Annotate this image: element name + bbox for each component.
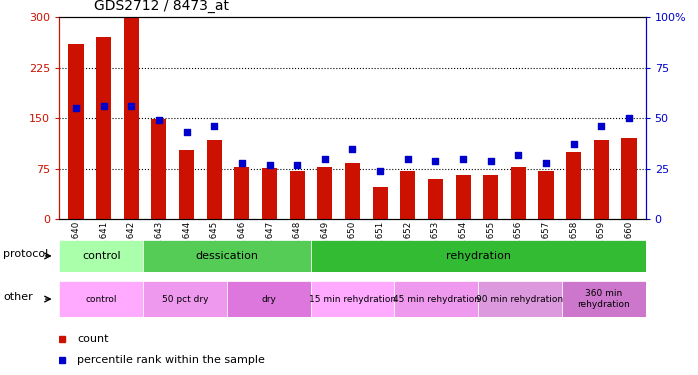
Point xyxy=(375,168,386,174)
Point xyxy=(402,156,413,162)
Bar xyxy=(562,281,646,317)
Bar xyxy=(311,281,394,317)
Bar xyxy=(394,281,478,317)
Point xyxy=(264,162,275,168)
Point xyxy=(513,152,524,157)
Point xyxy=(596,123,607,129)
Bar xyxy=(262,168,277,219)
Text: rehydration: rehydration xyxy=(445,251,511,261)
Text: percentile rank within the sample: percentile rank within the sample xyxy=(77,355,265,365)
Bar xyxy=(621,138,637,219)
Bar xyxy=(124,18,139,219)
Point xyxy=(430,158,441,164)
Bar xyxy=(456,175,470,219)
Bar xyxy=(311,240,646,272)
Text: control: control xyxy=(85,295,117,304)
Point xyxy=(181,129,192,135)
Bar xyxy=(400,171,415,219)
Bar xyxy=(143,240,311,272)
Text: 50 pct dry: 50 pct dry xyxy=(162,295,208,304)
Bar xyxy=(511,167,526,219)
Bar xyxy=(594,140,609,219)
Point xyxy=(98,103,109,109)
Point xyxy=(457,156,468,162)
Text: count: count xyxy=(77,333,108,344)
Text: dessication: dessication xyxy=(195,251,258,261)
Point xyxy=(319,156,330,162)
Text: 15 min rehydration: 15 min rehydration xyxy=(309,295,396,304)
Bar xyxy=(538,171,554,219)
Bar xyxy=(227,281,311,317)
Text: 90 min rehydration: 90 min rehydration xyxy=(477,295,563,304)
Point xyxy=(209,123,220,129)
Bar xyxy=(566,152,581,219)
Point xyxy=(485,158,496,164)
Text: other: other xyxy=(3,292,33,302)
Point xyxy=(568,141,579,147)
Bar xyxy=(428,179,443,219)
Bar xyxy=(59,281,143,317)
Point xyxy=(126,103,137,109)
Bar xyxy=(483,175,498,219)
Text: 45 min rehydration: 45 min rehydration xyxy=(393,295,480,304)
Text: 360 min
rehydration: 360 min rehydration xyxy=(577,290,630,309)
Bar xyxy=(373,187,388,219)
Bar xyxy=(59,240,143,272)
Point xyxy=(237,160,248,166)
Bar xyxy=(290,171,305,219)
Bar xyxy=(143,281,227,317)
Point xyxy=(154,117,165,123)
Text: control: control xyxy=(82,251,121,261)
Point xyxy=(540,160,551,166)
Bar xyxy=(235,167,249,219)
Text: protocol: protocol xyxy=(3,249,48,259)
Bar xyxy=(317,167,332,219)
Point xyxy=(292,162,303,168)
Point xyxy=(347,146,358,152)
Point xyxy=(623,115,634,121)
Bar xyxy=(96,37,111,219)
Text: GDS2712 / 8473_at: GDS2712 / 8473_at xyxy=(94,0,229,13)
Bar xyxy=(68,44,84,219)
Point xyxy=(70,105,82,111)
Bar xyxy=(151,120,167,219)
Bar xyxy=(207,140,222,219)
Text: dry: dry xyxy=(261,295,276,304)
Bar xyxy=(179,150,194,219)
Bar xyxy=(345,164,360,219)
Bar xyxy=(478,281,562,317)
